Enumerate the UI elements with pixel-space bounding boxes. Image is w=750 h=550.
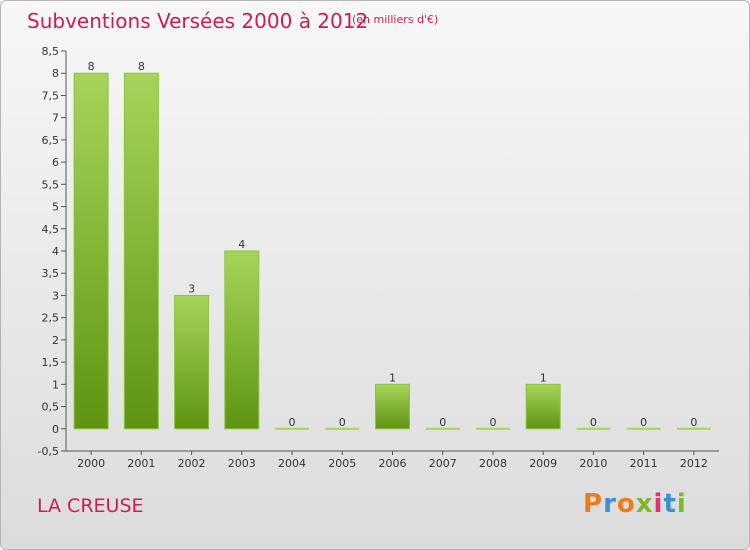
y-tick-label: 7 [52, 112, 59, 125]
y-tick-label: 6,5 [42, 134, 60, 147]
x-tick-label: 2000 [77, 457, 105, 470]
y-tick-label: 2 [52, 334, 59, 347]
x-tick-label: 2001 [127, 457, 155, 470]
y-tick-label: 5,5 [42, 178, 60, 191]
y-tick-label: 3 [52, 289, 59, 302]
x-tick-label: 2012 [680, 457, 708, 470]
bar [626, 427, 661, 430]
place-name: LA CREUSE [37, 495, 144, 517]
x-tick-label: 2008 [479, 457, 507, 470]
bar [525, 383, 561, 430]
bar [123, 72, 159, 430]
y-tick-label: 4,5 [42, 223, 60, 236]
bar [375, 383, 410, 430]
bar [475, 427, 510, 430]
data-label: 0 [339, 416, 346, 429]
logo-letter: i [653, 489, 664, 519]
y-tick-label: -0,5 [38, 445, 59, 458]
y-tick-label: 0 [52, 423, 59, 436]
logo-letter: i [676, 489, 687, 519]
data-label: 1 [540, 371, 547, 384]
x-tick-label: 2002 [178, 457, 206, 470]
y-tick-label: 4 [52, 245, 59, 258]
logo-letter: P [583, 489, 604, 519]
data-label: 3 [188, 282, 195, 295]
y-tick-label: 5 [52, 201, 59, 214]
x-tick-label: 2011 [630, 457, 658, 470]
bar [676, 427, 711, 430]
bar [224, 250, 260, 430]
data-label: 4 [238, 238, 245, 251]
chart-title: Subventions Versées 2000 à 2012 [27, 9, 369, 33]
y-tick-label: 3,5 [42, 267, 60, 280]
x-tick-label: 2004 [278, 457, 306, 470]
y-tick-label: 8 [52, 67, 59, 80]
bar [275, 427, 310, 430]
chart-unit: (en milliers d'€) [352, 13, 439, 26]
logo-letter: r [603, 489, 617, 519]
x-tick-label: 2007 [429, 457, 457, 470]
x-tick-label: 2010 [579, 457, 607, 470]
y-tick-label: 0,5 [42, 401, 60, 414]
data-label: 0 [590, 416, 597, 429]
bar [576, 427, 611, 430]
data-label: 0 [439, 416, 446, 429]
y-tick-label: 1 [52, 378, 59, 391]
proxiti-logo[interactable]: Proxiti [583, 489, 687, 519]
data-label: 8 [88, 60, 95, 73]
y-tick-label: 7,5 [42, 89, 60, 102]
x-tick-label: 2005 [328, 457, 356, 470]
data-label: 1 [389, 371, 396, 384]
y-tick-label: 8,5 [42, 45, 60, 58]
y-tick-label: 2,5 [42, 312, 60, 325]
bar [73, 72, 109, 430]
bar [325, 427, 360, 430]
bar [174, 294, 210, 430]
x-tick-label: 2009 [529, 457, 557, 470]
bar [425, 427, 460, 430]
logo-letter: o [616, 489, 636, 519]
x-tick-label: 2006 [379, 457, 407, 470]
data-label: 0 [690, 416, 697, 429]
data-label: 0 [640, 416, 647, 429]
logo-letter: t [663, 489, 677, 519]
y-tick-label: 6 [52, 156, 59, 169]
data-label: 8 [138, 60, 145, 73]
data-label: 0 [489, 416, 496, 429]
y-tick-label: 1,5 [42, 356, 60, 369]
logo-letter: x [635, 489, 654, 519]
data-label: 0 [289, 416, 296, 429]
x-tick-label: 2003 [228, 457, 256, 470]
